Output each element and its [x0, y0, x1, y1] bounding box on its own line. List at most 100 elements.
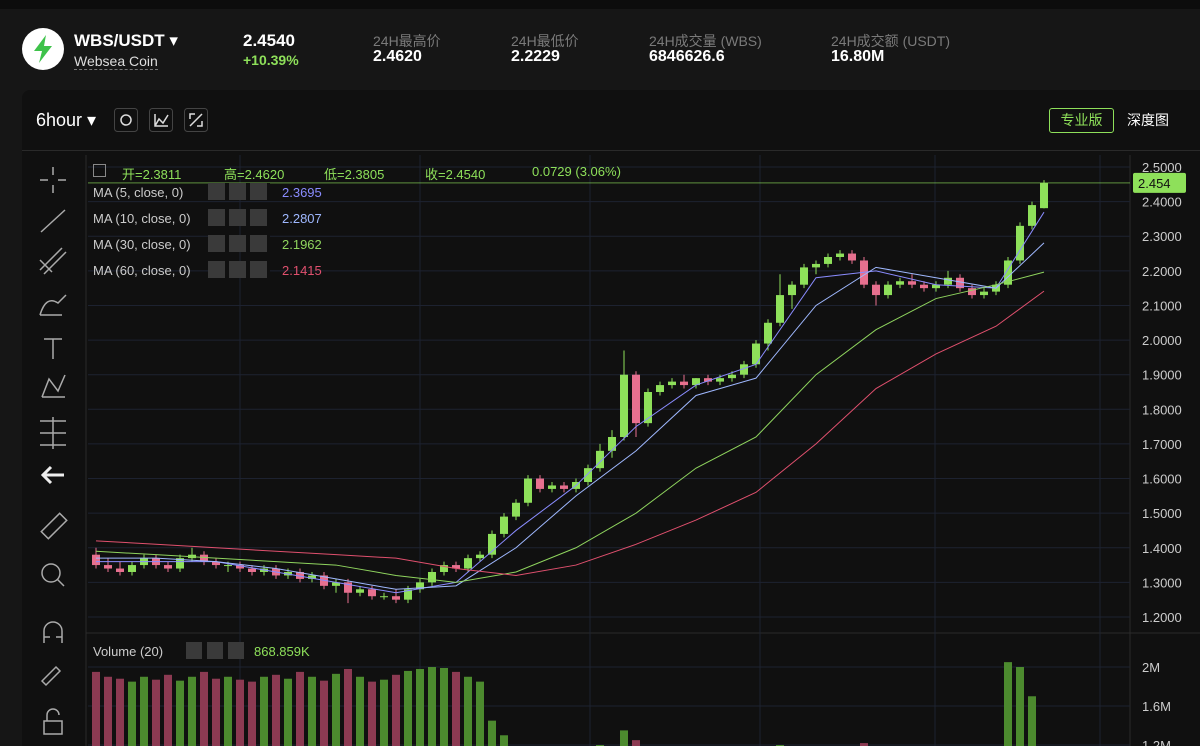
volume-bar — [488, 720, 496, 746]
settings[interactable] — [114, 108, 138, 132]
candle-body — [680, 381, 688, 386]
ma-name: MA (10, close, 0) — [93, 211, 191, 226]
ma-controls[interactable] — [208, 183, 270, 200]
y-tick-label: 2.2000 — [1142, 264, 1182, 279]
volume-bar — [116, 678, 124, 746]
stat-value: 2.4620 — [373, 48, 422, 65]
ma-value: 2.1415 — [282, 263, 322, 278]
measure-tool[interactable] — [40, 417, 66, 449]
ma-controls[interactable] — [208, 261, 270, 278]
candle-body — [656, 385, 664, 392]
stat-value: 2.2229 — [511, 48, 560, 65]
candle-body — [476, 554, 484, 559]
stat-label: 24H最高价 — [373, 33, 441, 49]
candle-body — [116, 568, 124, 572]
fib-tool[interactable] — [39, 247, 67, 275]
drawing-tools — [39, 167, 68, 735]
candle-body — [440, 565, 448, 572]
ma-value: 2.3695 — [282, 185, 322, 200]
interval[interactable]: 6hour ▾ — [36, 110, 97, 130]
candle-body — [944, 277, 952, 285]
ma-line — [96, 211, 1045, 594]
pair-text[interactable]: WBS/USDT — [74, 31, 165, 50]
candle-body — [632, 374, 640, 424]
y-tick-label: 2.1000 — [1142, 298, 1182, 313]
candle-body — [824, 257, 832, 264]
line-tool[interactable] — [40, 209, 66, 233]
candle-body — [512, 502, 520, 517]
volume-bar — [308, 676, 316, 746]
pair[interactable]: WBS/USDT ▾ — [74, 31, 178, 50]
volume-bar — [380, 679, 388, 746]
volume-bar — [1028, 696, 1036, 746]
candle-body — [1016, 225, 1024, 261]
vol-controls[interactable] — [186, 642, 244, 659]
candle-body — [752, 343, 760, 365]
price-change: +10.39% — [243, 52, 299, 68]
pattern-tool[interactable] — [41, 374, 66, 398]
volume-bar — [164, 674, 172, 746]
depth-tab[interactable]: 深度图 — [1127, 112, 1169, 128]
candle-body — [776, 295, 784, 323]
legend-box — [93, 164, 106, 177]
ruler-tool[interactable] — [40, 512, 68, 540]
volume-bar — [632, 740, 640, 746]
ohlc-change: 0.0729 (3.06%) — [532, 164, 621, 179]
y-tick-label: 2.4000 — [1142, 195, 1182, 210]
vol-tick-label: 1.6M — [1142, 699, 1171, 714]
y-tick-label: 1.2000 — [1142, 610, 1182, 625]
zoom-tool[interactable] — [41, 563, 61, 583]
last-price: 2.4540 — [243, 31, 295, 50]
indicator[interactable] — [149, 108, 173, 132]
ma-value: 2.1962 — [282, 237, 322, 252]
brush-tool[interactable] — [39, 294, 67, 316]
ohlc-low: 低=2.3805 — [324, 167, 385, 182]
hide-tool[interactable] — [40, 465, 64, 485]
candle-body — [356, 589, 364, 593]
lock-tool[interactable] — [43, 720, 63, 735]
ma-controls[interactable] — [208, 235, 270, 252]
ma-controls[interactable] — [208, 209, 270, 226]
candle-body — [1004, 260, 1012, 285]
pro-tab[interactable]: 专业版 — [1049, 108, 1114, 133]
fullscreen[interactable] — [184, 108, 208, 132]
candle-body — [416, 582, 424, 590]
candle-body — [524, 478, 532, 503]
candle-body — [1028, 205, 1036, 226]
stat-label: 24H最低价 — [511, 33, 579, 49]
vol-tick-label: 2M — [1142, 660, 1160, 675]
interval-text[interactable]: 6hour — [36, 110, 83, 130]
ma-name: MA (60, close, 0) — [93, 263, 191, 278]
candle-body — [212, 561, 220, 566]
candle-body — [812, 263, 820, 268]
candle-body — [236, 565, 244, 569]
y-tick-label: 1.5000 — [1142, 506, 1182, 521]
tool-icons — [114, 108, 208, 132]
candle-body — [452, 565, 460, 569]
lock-draw-tool[interactable] — [40, 665, 62, 687]
volume-bar — [104, 676, 112, 746]
candle-body — [464, 558, 472, 569]
candle-body — [884, 284, 892, 296]
candle-body — [764, 322, 772, 344]
candle-body — [896, 281, 904, 285]
y-tick-label: 1.8000 — [1142, 402, 1182, 417]
text-tool[interactable] — [44, 338, 62, 359]
volume-bar — [128, 681, 136, 746]
volume-bar — [260, 676, 268, 746]
volume-bar — [392, 674, 400, 746]
candle-body — [176, 558, 184, 569]
candle-body — [308, 575, 316, 579]
crosshair-tool[interactable] — [40, 167, 66, 193]
candle-body — [980, 291, 988, 296]
magnet-tool[interactable] — [43, 621, 63, 643]
volume-bar — [284, 678, 292, 746]
candle-body — [800, 267, 808, 285]
candle-body — [488, 533, 496, 555]
ma-line — [95, 271, 1045, 583]
volume-bar — [272, 674, 280, 746]
candle-body — [692, 378, 700, 386]
volume-bar — [440, 667, 448, 746]
candle-body — [968, 288, 976, 296]
